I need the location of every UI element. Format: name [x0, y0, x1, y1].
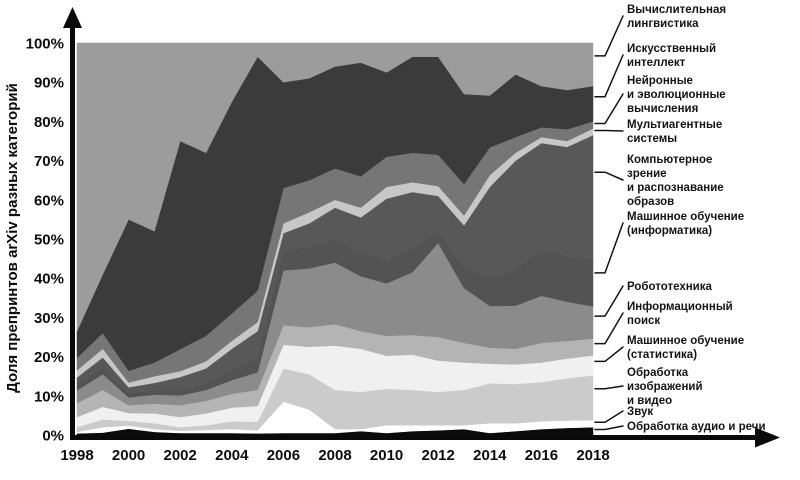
legend-label-cv: образов: [627, 196, 674, 208]
leader-info-retrieval: [594, 312, 624, 345]
leader-robotics: [594, 285, 624, 317]
x-tick-label: 2008: [318, 447, 351, 464]
legend-label-sound: Звук: [627, 406, 653, 418]
legend-label-info-retrieval: поиск: [627, 315, 660, 327]
y-tick-label: 70%: [34, 153, 64, 170]
y-axis-arrowhead: [63, 7, 82, 28]
leader-ai: [594, 54, 624, 98]
leader-ml-cs: [594, 222, 624, 274]
legend-label-neural-evo: и эволюционные: [627, 89, 726, 101]
y-tick-label: 100%: [26, 36, 64, 53]
legend-label-robotics: Робототехника: [627, 281, 713, 293]
x-tick-labels: 1998 2000 2002 2004 2006 2008 2010 2012 2014 2016…: [60, 447, 609, 464]
legend-label-neural-evo: Нейронные: [627, 75, 693, 87]
legend-label-image-video: изображений: [627, 381, 703, 393]
leader-cv: [594, 171, 624, 181]
y-tick-label: 80%: [34, 114, 64, 131]
leader-comp-ling: [594, 15, 624, 57]
leader-audio-speech: [594, 425, 624, 431]
legend-label-ai: Искусственный: [627, 43, 716, 55]
y-tick-label: 40%: [34, 271, 64, 288]
stacked-areas: [76, 42, 594, 436]
axes: [63, 7, 780, 448]
x-tick-label: 1998: [60, 447, 93, 464]
legend-label-image-video: и видео: [627, 395, 672, 407]
y-tick-label: 30%: [34, 310, 64, 327]
legend-label-audio-speech: Обработка аудио и речи: [627, 421, 766, 433]
leader-ml-stat: [594, 346, 624, 363]
leader-image-video: [594, 385, 624, 390]
x-tick-label: 2002: [164, 447, 197, 464]
x-tick-label: 2014: [473, 447, 507, 464]
x-tick-label: 2000: [112, 447, 145, 464]
legend-label-cv: зрение: [627, 168, 667, 180]
legend-label-multiagent: системы: [627, 133, 677, 145]
legend-label-comp-ling: Вычислительная: [627, 4, 726, 16]
y-tick-label: 0%: [42, 428, 64, 445]
leader-multiagent: [594, 129, 624, 132]
legend-label-comp-ling: лингвистика: [627, 18, 699, 30]
legend-label-info-retrieval: Информационный: [627, 301, 733, 313]
x-tick-label: 2010: [370, 447, 403, 464]
leader-neural-evo: [594, 93, 624, 125]
legend-label-ml-cs: (информатика): [627, 225, 712, 237]
y-tick-labels: 0% 10% 20% 30% 40% 50% 60% 70% 80% 90% 100%: [26, 36, 64, 445]
legend-label-multiagent: Мультиагентные: [627, 119, 722, 131]
y-tick-label: 50%: [34, 232, 64, 249]
area-comp-ling: [76, 42, 594, 332]
legend-label-ml-stat: (статистика): [627, 349, 697, 361]
legend-label-cv: и распознавание: [627, 182, 724, 194]
x-tick-label: 2018: [576, 447, 609, 464]
x-axis-arrowhead: [755, 427, 780, 448]
legend-label-neural-evo: вычисления: [627, 103, 698, 115]
y-axis-title: Доля препринтов arXiv разных категорий: [4, 83, 21, 393]
y-tick-label: 10%: [34, 388, 64, 405]
legend-label-ml-stat: Машинное обучение: [627, 335, 744, 347]
y-tick-label: 20%: [34, 349, 64, 366]
y-tick-label: 90%: [34, 75, 64, 92]
legend-label-cv: Компьютерное: [627, 154, 712, 166]
legend-label-ai: интеллект: [627, 57, 686, 69]
legend-label-image-video: Обработка: [627, 367, 689, 379]
legend-label-ml-cs: Машинное обучение: [627, 211, 744, 223]
leader-sound: [594, 410, 624, 423]
x-tick-label: 2012: [422, 447, 455, 464]
x-tick-label: 2006: [267, 447, 300, 464]
x-tick-label: 2004: [215, 447, 249, 464]
y-tick-label: 60%: [34, 192, 64, 209]
legend-leader-lines: [594, 15, 624, 431]
legend-labels: Вычислительная лингвистика Искусственный ин…: [627, 4, 766, 433]
x-tick-label: 2016: [525, 447, 558, 464]
